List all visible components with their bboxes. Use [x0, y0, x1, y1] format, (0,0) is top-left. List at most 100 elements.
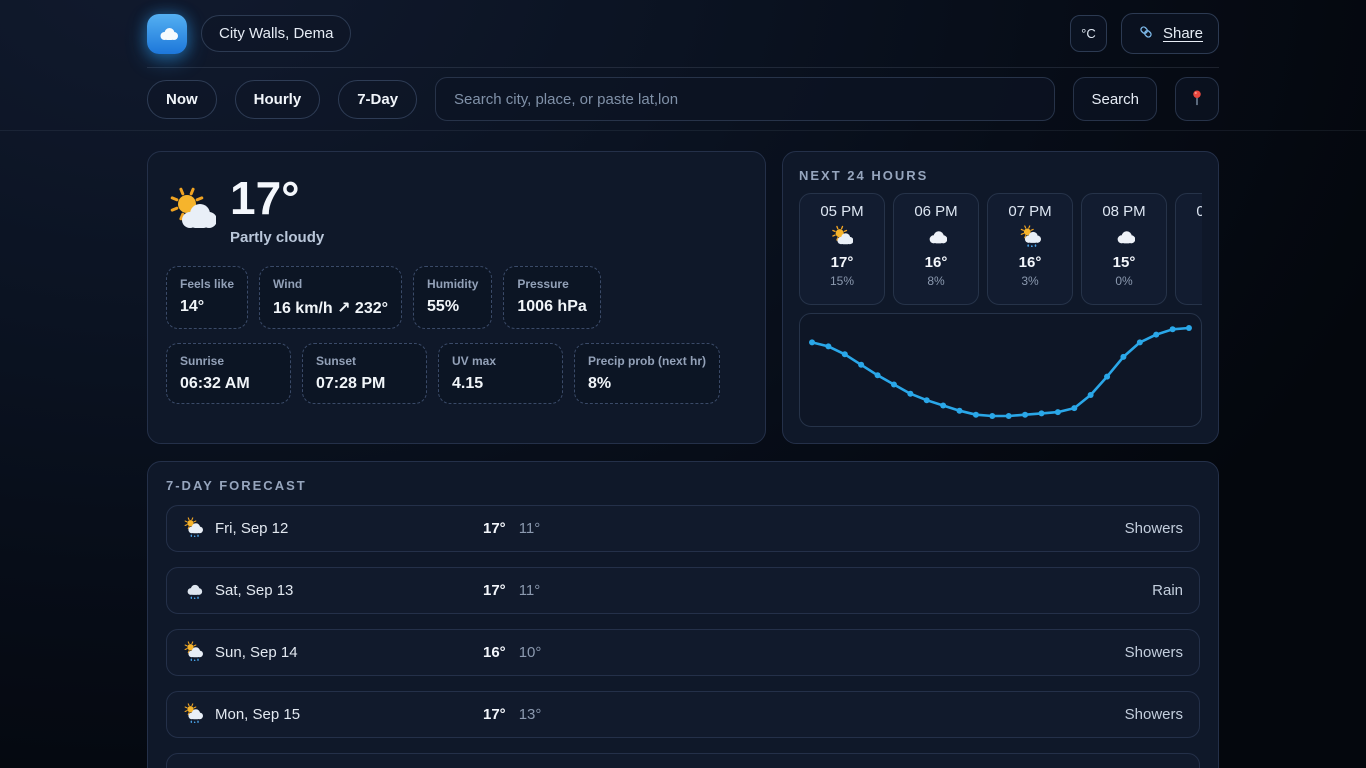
hour-temperature: 16° [924, 254, 948, 271]
hour-precip-probability: 0% [1115, 274, 1133, 288]
pin-icon [1187, 88, 1207, 111]
next-24-hours-card: NEXT 24 HOURS 05 PM 17° 15% 06 PM 16° [782, 151, 1219, 444]
day-name: Sat, Sep 13 [215, 582, 294, 599]
day-low-temp: 10° [518, 644, 542, 661]
day-high-temp: 16° [483, 644, 506, 661]
day-condition: Showers [1124, 644, 1183, 661]
hour-time: 08 PM [1102, 203, 1146, 220]
metric-chip: Pressure 1006 hPa [503, 265, 601, 329]
view-tabs: Now Hourly 7-Day [147, 79, 418, 119]
day-name: Sun, Sep 14 [215, 644, 298, 661]
day-condition: Showers [1124, 520, 1183, 537]
day-high-temp: 17° [483, 582, 506, 599]
metric-value: 8% [588, 374, 612, 392]
metric-label: Wind [273, 276, 303, 291]
forecast-rows: Fri, Sep 12 17° 11° Showers Sat, Sep 13 [166, 505, 1200, 768]
metric-chip: UV max 4.15 [438, 342, 563, 404]
seven-day-forecast-card: 7-DAY FORECAST Fri, Sep 12 17° 11° Showe… [147, 461, 1219, 768]
day-low-temp: 11° [518, 582, 541, 599]
view-tab[interactable]: Now [147, 79, 217, 119]
partly-cloudy-icon [168, 172, 217, 239]
metric-label: Sunset [316, 353, 357, 368]
metric-value: 07:28 PM [316, 374, 386, 392]
metric-chip: Sunrise 06:32 AM [166, 342, 291, 404]
metric-label: Pressure [517, 276, 569, 291]
hour-weather-icon [898, 220, 974, 252]
search-input[interactable] [435, 77, 1056, 121]
hour-temperature: 15° [1112, 254, 1136, 271]
share-label: Share [1162, 25, 1203, 42]
hour-temperature: 16° [1018, 254, 1042, 271]
hour-time: 07 PM [1008, 203, 1052, 220]
day-weather-icon [183, 702, 203, 727]
hour-weather-icon [804, 220, 880, 252]
forecast-day-row: Sun, Sep 14 16° 10° Showers [166, 629, 1200, 676]
hour-time: 09 PM [1180, 203, 1202, 220]
search-button[interactable]: Search [1073, 77, 1157, 121]
metric-value: 06:32 AM [180, 374, 250, 392]
app-logo [147, 13, 187, 54]
hour-precip-probability: 15% [829, 274, 855, 288]
metric-label: Humidity [427, 276, 479, 291]
day-high-temp: 17° [483, 706, 506, 723]
hour-card: 05 PM 17° 15% [799, 193, 885, 305]
view-tab[interactable]: Hourly [234, 79, 321, 119]
unit-toggle-button[interactable]: °C [1069, 15, 1107, 52]
metric-chip: Wind 16 km/h ↗ 232° [259, 265, 403, 329]
day-low-temp: 11° [518, 520, 541, 537]
hour-time: 05 PM [820, 203, 864, 220]
nav-bar: Now Hourly 7-Day Search [0, 68, 1366, 131]
day-weather-icon [183, 516, 203, 541]
cloud-logo-icon [155, 19, 179, 48]
main-content: 17° Partly cloudy Feels like 14° Wind 16… [133, 131, 1233, 768]
metric-chip: Sunset 07:28 PM [302, 342, 427, 404]
metrics-row-2: Sunrise 06:32 AM Sunset 07:28 PM UV max … [166, 342, 747, 404]
hourly-temp-chart-card [799, 313, 1202, 427]
current-conditions-card: 17° Partly cloudy Feels like 14° Wind 16… [147, 151, 766, 444]
metrics-row-1: Feels like 14° Wind 16 km/h ↗ 232° Humid… [166, 265, 747, 329]
hour-time: 06 PM [914, 203, 958, 220]
day-weather-icon [183, 579, 203, 603]
location-chip[interactable]: City Walls, Dema [201, 15, 352, 52]
metric-label: Sunrise [180, 353, 225, 368]
seven-day-forecast-title: 7-DAY FORECAST [166, 478, 307, 493]
hour-precip-probability: 0% [1180, 274, 1202, 288]
day-weather-icon [183, 640, 203, 665]
forecast-day-row: Mon, Sep 15 17° 13° Showers [166, 691, 1200, 738]
day-name: Fri, Sep 12 [215, 520, 289, 537]
metric-value: 1006 hPa [517, 297, 587, 315]
hour-weather-icon [1086, 220, 1162, 252]
locate-pin-button[interactable] [1175, 77, 1219, 121]
metric-label: Precip prob (next hr) [588, 353, 707, 368]
share-button[interactable]: Share [1120, 13, 1219, 54]
metric-value: 4.15 [452, 374, 484, 392]
hour-card: 08 PM 15° 0% [1081, 193, 1167, 305]
forecast-day-row: Fri, Sep 12 17° 11° Showers [166, 505, 1200, 552]
hour-card: 07 PM 16° 3% [987, 193, 1073, 305]
view-tab[interactable]: 7-Day [338, 79, 418, 119]
current-condition: Partly cloudy [230, 228, 325, 246]
forecast-day-row: Sat, Sep 13 17° 11° Rain [166, 567, 1200, 614]
metric-value: 16 km/h ↗ 232° [273, 299, 389, 317]
forecast-day-row-partial [166, 753, 1200, 768]
hour-precip-probability: 3% [1021, 274, 1039, 288]
day-high-temp: 17° [483, 520, 506, 537]
hour-temperature: 17° [830, 254, 854, 271]
metric-value: 55% [427, 297, 460, 315]
hour-temperature: 15° [1180, 254, 1202, 271]
hour-card: 06 PM 16° 8% [893, 193, 979, 305]
next-24-hours-title: NEXT 24 HOURS [799, 168, 929, 183]
day-name: Mon, Sep 15 [215, 706, 301, 723]
hourly-strip: 05 PM 17° 15% 06 PM 16° 8% 07 PM [799, 193, 1202, 305]
metric-chip: Precip prob (next hr) 8% [574, 342, 721, 404]
metric-label: UV max [452, 353, 497, 368]
top-bar: City Walls, Dema °C Share [0, 0, 1366, 68]
metric-label: Feels like [180, 276, 235, 291]
metric-chip: Feels like 14° [166, 265, 249, 329]
hour-weather-icon [992, 220, 1068, 252]
day-condition: Rain [1152, 582, 1183, 599]
hourly-temp-chart [809, 325, 1192, 419]
day-condition: Showers [1124, 706, 1183, 723]
hour-weather-icon [1180, 220, 1202, 252]
hour-precip-probability: 8% [927, 274, 945, 288]
